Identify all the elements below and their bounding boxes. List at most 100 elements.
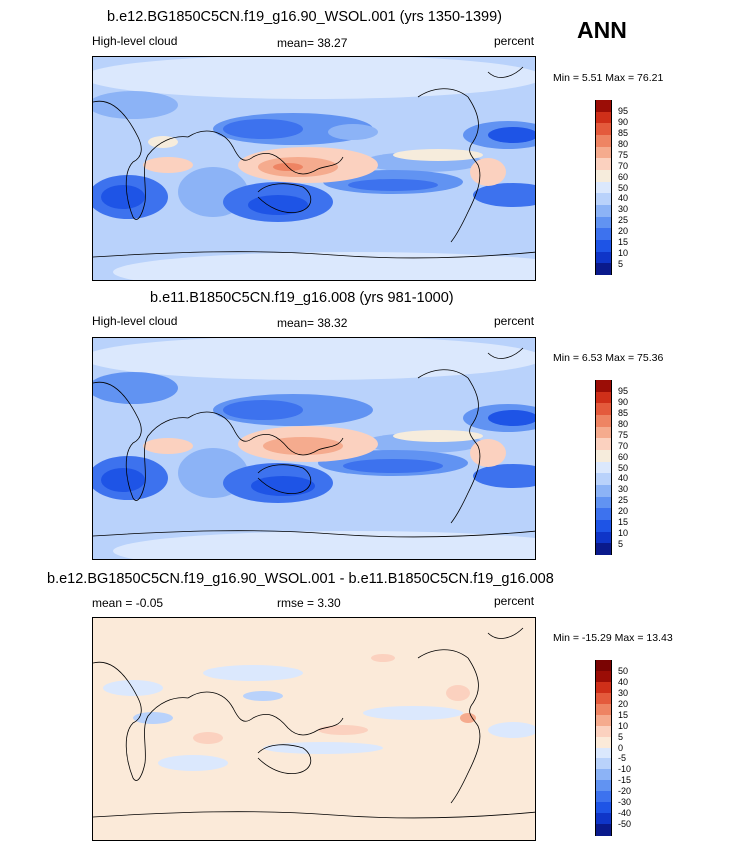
coastline-antarctica: [93, 530, 535, 538]
colorbar-tick-label: 30: [618, 484, 629, 495]
contour-cool: [133, 712, 173, 724]
colorbar-tick-label: -5: [618, 753, 627, 764]
panel-3-mean-label: mean = -0.05: [92, 596, 164, 610]
colorbar-swatch: [595, 170, 612, 183]
colorbar-tick-label: 70: [618, 440, 629, 451]
panel-1-map: [92, 56, 536, 281]
colorbar-tick-label: 85: [618, 127, 629, 138]
contour-cool: [263, 742, 383, 754]
colorbar-swatch: [595, 496, 612, 509]
colorbar-swatch: [595, 747, 612, 759]
colorbar-swatch: [595, 769, 612, 781]
panel-3-rmse-label: rmse = 3.30: [277, 596, 341, 610]
coastline-australia: [257, 183, 312, 214]
colorbar-swatch: [595, 461, 612, 474]
contour-blue: [248, 195, 308, 215]
colorbar-swatch: [595, 802, 612, 814]
colorbar-swatch: [595, 660, 612, 672]
colorbar-swatch: [595, 391, 612, 404]
colorbar-tick-label: 90: [618, 396, 629, 407]
colorbar-tick-label: 50: [618, 182, 629, 193]
panel-2-mean-label: mean= 38.32: [277, 316, 348, 330]
colorbar-swatch: [595, 758, 612, 770]
coastlines: [93, 66, 535, 259]
contour-blue: [348, 179, 438, 191]
colorbar-tick-label: -30: [618, 797, 632, 808]
contour-warm: [460, 713, 476, 723]
contour-warm: [446, 685, 470, 701]
colorbar-tick-label: -15: [618, 775, 632, 786]
colorbar-tick-label: 15: [618, 237, 629, 248]
colorbar-tick-label: 95: [618, 105, 629, 116]
coastline-australia: [257, 744, 312, 775]
contour-warm: [143, 438, 193, 454]
colorbar-tick-label: 25: [618, 495, 629, 506]
colorbar-tick-label: 50: [618, 665, 629, 676]
contour-cool: [488, 722, 535, 738]
panel-2-colorbar: 95 90 85 80 75 70 60 50 40 30 25 20 15 10 5: [595, 380, 655, 556]
colorbar-swatch: [595, 216, 612, 229]
contour-warm: [470, 158, 506, 186]
contour-blue: [223, 119, 303, 139]
contour-warm: [193, 732, 223, 744]
coastline-africa: [93, 100, 189, 220]
panel-2-units-label: percent: [494, 314, 535, 328]
panel-3-map-svg: [93, 618, 535, 840]
colorbar-tick-label: 60: [618, 451, 629, 462]
contour-blue: [93, 91, 178, 119]
colorbar-swatch: [595, 725, 612, 738]
contour-blue: [488, 410, 535, 426]
colorbar-swatch: [595, 508, 612, 521]
colorbar-swatch: [595, 228, 612, 241]
map-background: [93, 618, 535, 840]
panel-1-variable-label: High-level cloud: [92, 34, 178, 48]
colorbar-swatch: [595, 240, 612, 253]
panel-1-units-label: percent: [494, 34, 535, 48]
colorbar-tick-label: 5: [618, 259, 624, 270]
colorbar-tick-label: -50: [618, 819, 632, 830]
colorbar-swatch: [595, 263, 612, 276]
colorbar-tick-label: 5: [618, 539, 624, 550]
colorbar-tick-label: 80: [618, 418, 629, 429]
panel-1-colorbar: 95 90 85 80 75 70 60 50 40 30 25 20 15 10 5: [595, 100, 655, 276]
panel-3-colorbar: 50 40 30 20 15 10 5 0 -5 -10 -15 -20 -30 -40 -50: [595, 660, 655, 836]
contour-blue: [93, 372, 178, 404]
panel-3-map: [92, 617, 536, 841]
colorbar-swatch: [595, 543, 612, 556]
coastline-australia: [257, 464, 312, 495]
panel-2-minmax: Min = 6.53 Max = 75.36: [553, 352, 664, 364]
colorbar-swatch: [595, 736, 612, 748]
colorbar-swatch: [595, 123, 612, 136]
contour-blue: [473, 464, 535, 488]
colorbar-tick-label: 75: [618, 149, 629, 160]
colorbar-tick-label: 15: [618, 517, 629, 528]
panel-3-units-label: percent: [494, 594, 535, 608]
panel-2-title: b.e11.B1850C5CN.f19_g16.008 (yrs 981-100…: [150, 290, 454, 306]
colorbar-swatch: [595, 111, 612, 124]
colorbar-swatch: [595, 531, 612, 544]
contour-cool: [158, 755, 228, 771]
season-label: ANN: [577, 17, 627, 43]
coastline-antarctica: [93, 811, 535, 819]
colorbar-swatch: [595, 438, 612, 451]
colorbar-swatch: [595, 426, 612, 439]
contour-blue: [251, 476, 315, 496]
contour-blue: [473, 183, 535, 207]
colorbar-tick-label: 60: [618, 171, 629, 182]
colorbar-tick-label: 20: [618, 226, 629, 237]
coastlines: [93, 347, 535, 538]
colorbar-tick-label: 15: [618, 709, 629, 720]
colorbar-tick-label: 20: [618, 698, 629, 709]
colorbar-swatch: [595, 135, 612, 148]
colorbar-swatch: [595, 205, 612, 218]
contour-light: [133, 61, 213, 77]
panel-1-title: b.e12.BG1850C5CN.f19_g16.90_WSOL.001 (yr…: [107, 9, 502, 25]
coastlines: [93, 627, 535, 819]
panel-1-minmax: Min = 5.51 Max = 76.21: [553, 72, 664, 84]
colorbar-swatch: [595, 100, 612, 113]
panel-3-minmax: Min = -15.29 Max = 13.43: [553, 632, 673, 644]
coastline-greenland: [487, 66, 524, 78]
colorbar-swatch: [595, 780, 612, 792]
contour-blue: [343, 459, 443, 473]
coastline-americas: [417, 88, 481, 243]
